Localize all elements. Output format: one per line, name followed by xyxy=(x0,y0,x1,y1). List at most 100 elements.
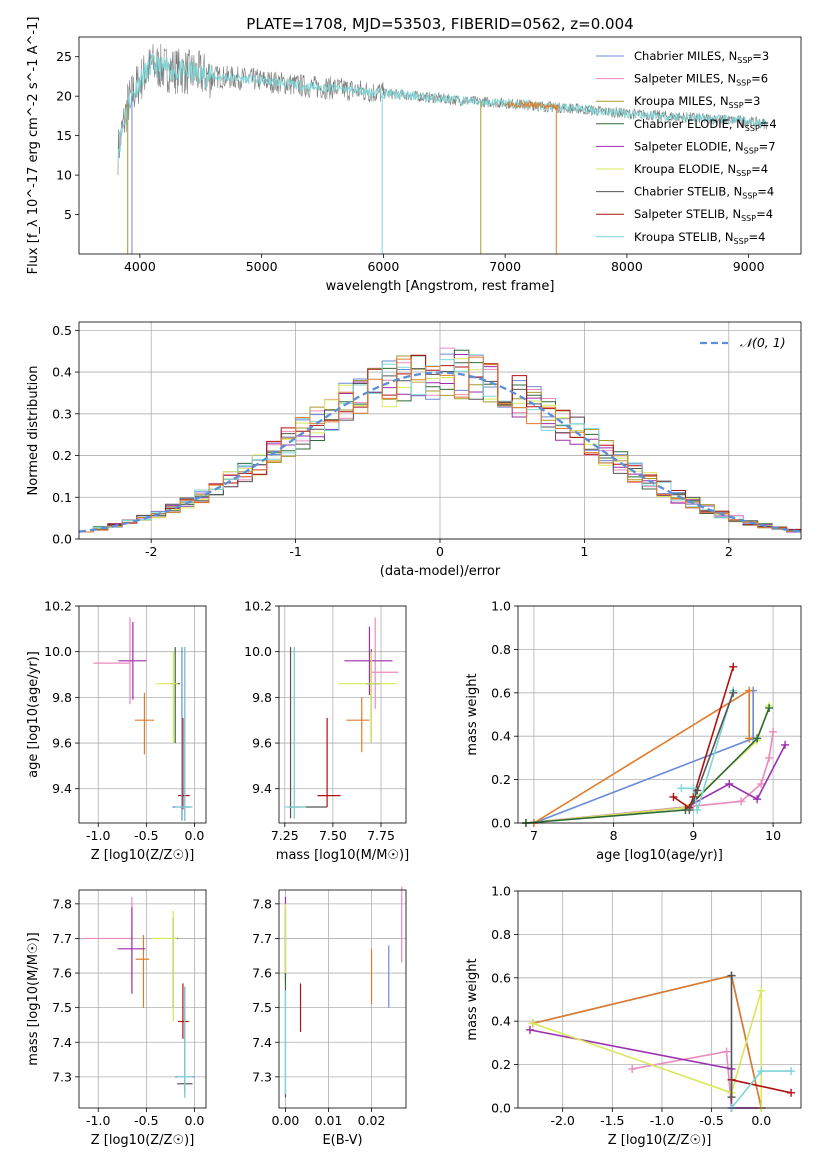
x-tick-label: 7.25 xyxy=(271,828,299,843)
x-axis-label: wavelength [Angstrom, rest frame] xyxy=(326,279,555,294)
y-tick-label: 0.2 xyxy=(52,448,72,463)
y-tick-label: 0.8 xyxy=(491,927,511,942)
y-tick-label: 10 xyxy=(56,168,72,183)
y-tick-label: 5 xyxy=(64,207,72,222)
x-axis-label: mass [log10(M/M☉)] xyxy=(276,848,409,863)
model-spectrum-line xyxy=(117,53,768,164)
legend-entry: Chabrier MILES, NSSP=3 xyxy=(634,49,769,65)
legend-count: =3 xyxy=(744,94,761,108)
x-axis-label: age [log10(age/yr)] xyxy=(596,848,723,863)
weight-series-line xyxy=(731,1079,792,1094)
axes-frame xyxy=(78,605,207,824)
x-tick-label: -2.0 xyxy=(550,1113,574,1128)
legend-count: =7 xyxy=(759,139,776,153)
y-tick-label: 10.2 xyxy=(244,599,272,614)
weight-series-line xyxy=(532,974,763,1109)
x-axis-label: Z [log10(Z/Z☉)] xyxy=(608,1133,712,1148)
y-tick-label: 7.8 xyxy=(52,896,72,911)
y-axis-label: Flux [f_λ 10^-17 erg cm^-2 s^-1 A^-1] xyxy=(26,17,41,275)
legend-count: =6 xyxy=(751,72,768,86)
y-tick-label: 7.3 xyxy=(52,1069,72,1084)
y-tick-label: 0.0 xyxy=(491,1101,511,1116)
x-tick-label: 9000 xyxy=(733,259,765,274)
legend-entry: Kroupa ELODIE, NSSP=4 xyxy=(634,162,768,178)
legend-entry: Salpeter ELODIE, NSSP=7 xyxy=(634,139,776,155)
y-tick-label: 20 xyxy=(56,89,72,104)
y-tick-label: 10.2 xyxy=(44,599,72,614)
x-tick-label: 0.01 xyxy=(315,1113,343,1128)
x-tick-label: 0.02 xyxy=(358,1113,386,1128)
y-tick-label: 25 xyxy=(56,49,72,64)
y-tick-label: 0.6 xyxy=(491,685,511,700)
y-axis-label: mass weight xyxy=(465,673,480,755)
x-axis-label: Z [log10(Z/Z☉)] xyxy=(91,848,195,863)
gaussian-curve-line xyxy=(78,371,802,533)
axes-frame xyxy=(78,321,802,540)
weight-series-line xyxy=(532,990,763,1108)
legend-subscript: SSP xyxy=(734,237,749,246)
y-tick-label: 7.7 xyxy=(252,931,272,946)
y-tick-label: 7.5 xyxy=(52,1000,72,1015)
legend-subscript: SSP xyxy=(736,169,751,178)
x-tick-label: 1 xyxy=(580,544,588,559)
y-tick-label: 0.4 xyxy=(491,729,511,744)
x-tick-label: 8 xyxy=(610,828,618,843)
y-tick-label: 10.0 xyxy=(44,644,72,659)
weight-series-line xyxy=(681,690,734,811)
y-tick-label: 9.8 xyxy=(52,690,72,705)
legend-count: =4 xyxy=(756,207,773,221)
x-axis-label: (data-model)/error xyxy=(380,564,501,579)
y-tick-label: 1.0 xyxy=(491,599,511,614)
spectrum-panel: 4000 5000 6000 7000 8000 9000 5 10 15 20 25 wavelen… xyxy=(26,17,802,294)
y-tick-label: 7.7 xyxy=(52,931,72,946)
x-tick-label: 0.00 xyxy=(272,1113,300,1128)
y-tick-label: 7.8 xyxy=(252,896,272,911)
x-tick-label: 5000 xyxy=(246,259,278,274)
x-tick-label: 0.0 xyxy=(751,1113,771,1128)
axes-frame xyxy=(517,890,802,1109)
legend-entry: Salpeter MILES, NSSP=6 xyxy=(634,72,768,88)
legend-subscript: SSP xyxy=(745,124,760,133)
x-tick-label: -2 xyxy=(145,544,157,559)
mass-vs-Z-panel: -1.0 -0.5 0.0 7.3 7.4 7.5 7.6 7.7 7.8 Z [log10(Z/… xyxy=(26,889,207,1148)
x-tick-label: 7000 xyxy=(489,259,521,274)
figure-title: PLATE=1708, MJD=53503, FIBERID=0562, z=0… xyxy=(246,15,633,33)
histogram-step-line xyxy=(79,349,801,533)
legend-entry: Chabrier STELIB, NSSP=4 xyxy=(634,185,774,201)
legend-count: =4 xyxy=(751,162,768,176)
histogram-step-line xyxy=(79,355,801,533)
y-tick-label: 9.4 xyxy=(252,781,272,796)
y-axis-label: mass [log10(M/M☉)] xyxy=(26,932,41,1065)
weight-vs-age-panel: 7 8 9 10 0.0 0.2 0.4 0.6 0.8 1.0 age [log10(age/yr… xyxy=(465,599,802,863)
weight-series-line xyxy=(688,692,734,811)
axes-frame xyxy=(517,605,802,824)
x-tick-label: -1.0 xyxy=(650,1113,674,1128)
histogram-step-line xyxy=(79,354,801,533)
y-tick-label: 9.8 xyxy=(252,690,272,705)
y-tick-label: 0.6 xyxy=(491,970,511,985)
legend-count: =4 xyxy=(757,185,774,199)
y-axis-label: age [log10(age/yr)] xyxy=(26,651,41,778)
y-tick-label: 7.6 xyxy=(252,966,272,981)
x-axis-label: E(B-V) xyxy=(322,1133,362,1148)
legend-subscript: SSP xyxy=(742,192,757,201)
x-tick-label: 7.75 xyxy=(367,828,395,843)
x-tick-label: -0.5 xyxy=(699,1113,723,1128)
legend-subscript: SSP xyxy=(729,101,744,110)
x-tick-label: -0.5 xyxy=(134,1113,158,1128)
x-tick-label: -0.5 xyxy=(134,828,158,843)
mass-vs-EBV-panel: 0.00 0.01 0.02 7.3 7.4 7.5 7.6 7.7 7.8 E(B-V) xyxy=(252,886,407,1148)
y-tick-label: 0.3 xyxy=(52,406,72,421)
axes-frame xyxy=(78,36,802,255)
axes-frame xyxy=(278,889,407,1109)
x-tick-label: 7 xyxy=(530,828,538,843)
y-tick-label: 10.0 xyxy=(244,644,272,659)
weight-series-line xyxy=(632,1050,762,1109)
x-tick-label: -1.0 xyxy=(86,1113,110,1128)
y-tick-label: 7.5 xyxy=(252,1000,272,1015)
legend-subscript: SSP xyxy=(737,56,752,65)
x-tick-label: 4000 xyxy=(124,259,156,274)
y-tick-label: 7.6 xyxy=(52,966,72,981)
age-vs-mass-panel: 7.25 7.50 7.75 9.4 9.6 9.8 10.0 10.2 mass [log10… xyxy=(244,599,409,864)
